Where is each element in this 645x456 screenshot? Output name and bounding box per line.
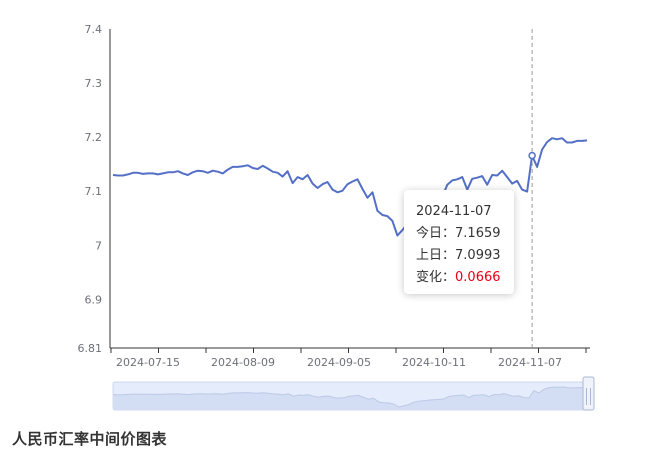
hover-point xyxy=(528,151,536,160)
y-tick-label: 6.9 xyxy=(85,293,103,306)
range-slider[interactable] xyxy=(112,376,595,411)
slider-handle-right[interactable] xyxy=(582,376,595,411)
x-tick-label: 2024-10-11 xyxy=(402,356,466,369)
y-tick-label: 7 xyxy=(95,239,102,252)
slider-selection xyxy=(113,382,589,410)
tooltip-prev-label: 上日： xyxy=(416,248,456,263)
x-tick-label: 2024-08-09 xyxy=(211,356,275,369)
y-tick-label: 7.4 xyxy=(85,23,103,36)
series-line xyxy=(112,137,588,237)
tooltip-prev-row: 上日：7.0993 xyxy=(416,245,514,267)
tooltip-today-value: 7.1659 xyxy=(455,226,501,241)
y-axis: 7.4 7.3 7.2 7.1 7 6.9 6.81 xyxy=(78,23,111,355)
x-axis: 2024-07-15 2024-08-09 2024-09-05 2024-10-11… xyxy=(110,347,590,369)
tooltip-today-label: 今日： xyxy=(416,226,456,241)
tooltip-change-value: 0.0666 xyxy=(455,270,501,285)
y-tick-label: 7.3 xyxy=(85,77,103,90)
tooltip-change-row: 变化：0.0666 xyxy=(416,267,514,289)
y-tick-label: 7.1 xyxy=(85,185,103,198)
slider-preview-area xyxy=(113,387,589,410)
x-tick-label: 2024-07-15 xyxy=(116,356,180,369)
slider-preview-line xyxy=(112,386,590,408)
data-tooltip: 2024-11-07 今日：7.1659 上日：7.0993 变化：0.0666 xyxy=(404,190,514,294)
tooltip-today-row: 今日：7.1659 xyxy=(416,223,514,245)
tooltip-change-label: 变化： xyxy=(416,270,456,285)
y-tick-label: 6.81 xyxy=(78,342,103,355)
marker-layer xyxy=(528,29,536,348)
tooltip-date: 2024-11-07 xyxy=(416,204,492,219)
x-tick-label: 2024-11-07 xyxy=(498,356,562,369)
series-layer xyxy=(112,137,588,237)
x-tick-label: 2024-09-05 xyxy=(307,356,371,369)
chart-caption: 人民币汇率中间价图表 xyxy=(12,430,168,448)
y-tick-label: 7.2 xyxy=(85,131,103,144)
tooltip-prev-value: 7.0993 xyxy=(455,248,501,263)
